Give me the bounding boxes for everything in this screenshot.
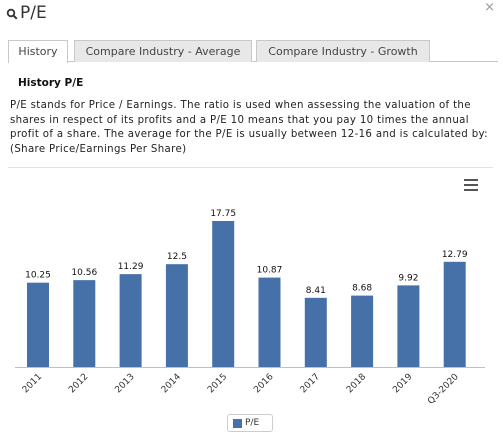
x-tick-label-2011: 2011	[21, 372, 44, 395]
divider	[8, 167, 493, 168]
bar-2014[interactable]	[165, 264, 188, 367]
search-icon	[6, 8, 18, 20]
data-label-2012: 10.56	[71, 268, 97, 278]
x-tick-label-2015: 2015	[206, 372, 229, 395]
data-label-2015: 17.75	[210, 209, 236, 219]
bar-2018[interactable]	[351, 295, 374, 367]
close-icon[interactable]: ×	[484, 0, 495, 15]
x-tick-label-2019: 2019	[391, 372, 414, 395]
x-tick-label-2016: 2016	[252, 372, 275, 395]
x-tick-label-Q3-2020: Q3-2020	[426, 372, 461, 407]
legend-label: P/E	[245, 418, 260, 428]
x-tick-label-2012: 2012	[67, 372, 90, 395]
bar-2019[interactable]	[397, 285, 420, 367]
tab-compare-industry-average[interactable]: Compare Industry - Average	[74, 40, 252, 62]
bar-Q3-2020[interactable]	[443, 261, 466, 367]
data-label-2016: 10.87	[257, 266, 283, 276]
x-tick-label-2018: 2018	[345, 372, 368, 395]
data-label-Q3-2020: 12.79	[442, 250, 468, 260]
x-tick-label-2014: 2014	[160, 372, 183, 395]
bar-2013[interactable]	[119, 274, 142, 367]
data-label-2011: 10.25	[25, 271, 51, 281]
dialog-header: P/E ×	[0, 0, 503, 30]
tab-bar: History Compare Industry - Average Compa…	[8, 40, 498, 63]
x-tick-label-2013: 2013	[113, 372, 136, 395]
x-tick-label-2017: 2017	[299, 372, 322, 395]
panel-title: History P/E	[18, 77, 84, 89]
legend-item-pe[interactable]: P/E	[227, 414, 273, 432]
data-label-2019: 9.92	[398, 273, 418, 283]
tab-compare-industry-growth[interactable]: Compare Industry - Growth	[256, 40, 430, 62]
bar-2016[interactable]	[258, 277, 281, 367]
tab-history[interactable]: History	[8, 40, 68, 63]
bar-2015[interactable]	[212, 221, 235, 367]
data-label-2013: 11.29	[118, 262, 144, 272]
legend-swatch	[233, 419, 242, 428]
bar-2012[interactable]	[73, 280, 96, 367]
hamburger-menu-icon[interactable]	[464, 179, 478, 191]
bar-2017[interactable]	[304, 297, 327, 367]
pe-history-chart: 10.25 2011 10.56 2012 11.29 2013 12.5 2014 17.75…	[15, 209, 485, 407]
data-label-2014: 12.5	[167, 252, 187, 262]
data-label-2017: 8.41	[306, 286, 326, 296]
bar-2011[interactable]	[27, 282, 49, 367]
description-text: P/E stands for Price / Earnings. The rat…	[10, 100, 488, 155]
data-label-2018: 8.68	[352, 284, 372, 294]
page-title: P/E	[20, 3, 47, 23]
